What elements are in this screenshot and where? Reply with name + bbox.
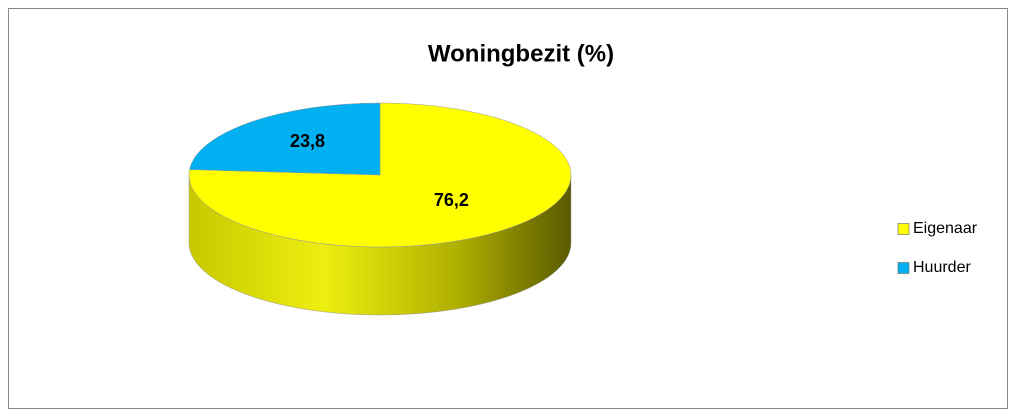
legend-swatch bbox=[897, 223, 910, 235]
legend-swatch bbox=[897, 262, 910, 274]
chart-title: Woningbezit (%) bbox=[428, 40, 614, 67]
data-label: 76,2 bbox=[434, 190, 469, 210]
data-label: 23,8 bbox=[290, 131, 325, 151]
legend-label: Eigenaar bbox=[913, 220, 978, 237]
legend-label: Huurder bbox=[913, 259, 971, 276]
pie-slice bbox=[189, 102, 381, 176]
